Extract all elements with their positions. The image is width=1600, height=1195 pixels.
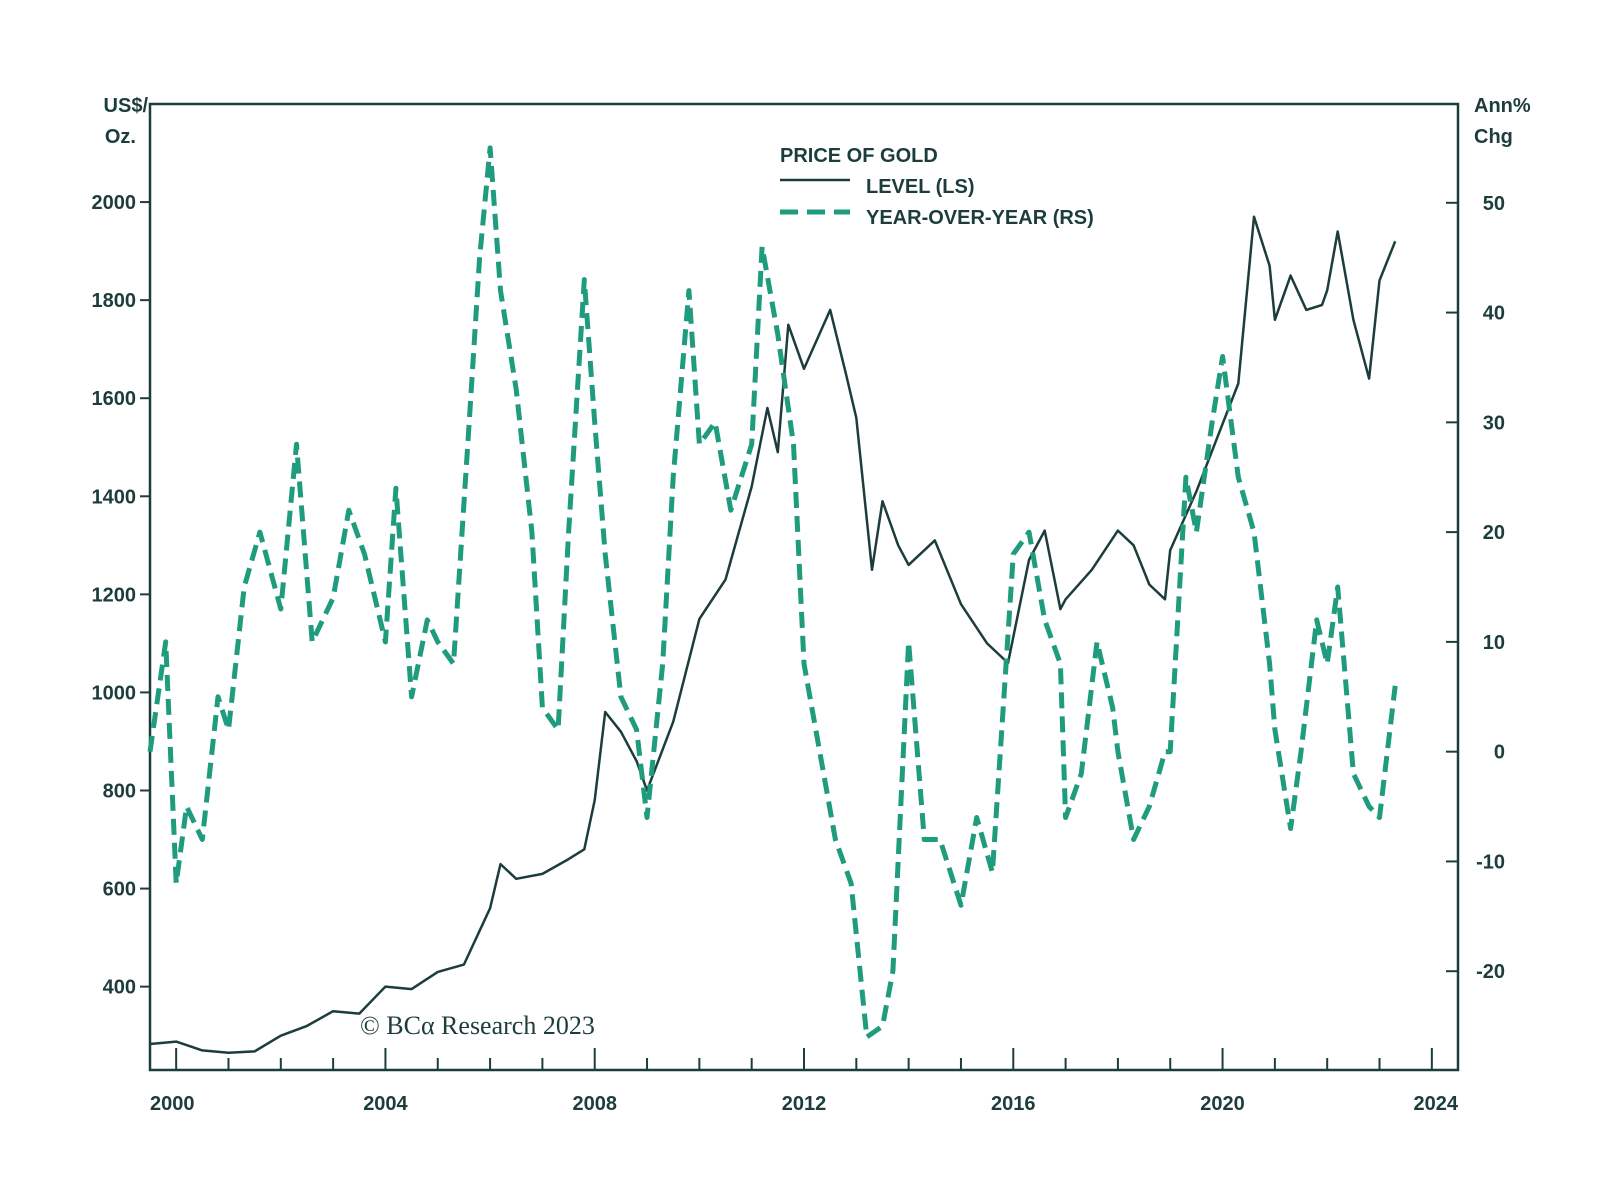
left-tick-label: 600 (103, 879, 136, 901)
left-tick-label: 1200 (92, 584, 137, 606)
left-tick-label: 1600 (92, 388, 137, 410)
left-tick-label: 1800 (92, 290, 137, 312)
legend-title: PRICE OF GOLD (780, 145, 938, 167)
x-tick-label: 2024 (1414, 1093, 1459, 1115)
right-axis-unit-line1: Ann% (1474, 95, 1531, 117)
x-axis: 2000 2004 2008 2012 2016 2020 2024 (150, 1048, 1459, 1115)
series-line-level (149, 215, 1397, 1055)
left-axis-unit-line2: Oz. (105, 126, 136, 148)
right-tick-label: 30 (1483, 412, 1505, 434)
legend-label-level: LEVEL (LS) (866, 176, 975, 198)
left-tick-label: 1400 (92, 486, 137, 508)
series-line-yoy (147, 145, 1398, 1040)
left-tick-label: 800 (103, 780, 136, 802)
right-tick-label: 50 (1483, 193, 1505, 215)
legend-label-yoy: YEAR-OVER-YEAR (RS) (866, 207, 1094, 229)
x-tick-label: 2012 (782, 1093, 827, 1115)
right-tick-label: 20 (1483, 522, 1505, 544)
right-tick-label: -10 (1476, 851, 1505, 873)
x-tick-label: 2004 (363, 1093, 408, 1115)
right-axis-unit-line2: Chg (1474, 126, 1513, 148)
x-tick-label: 2020 (1200, 1093, 1245, 1115)
x-tick-label: 2016 (991, 1093, 1036, 1115)
right-axis: -20 -10 0 10 20 30 40 50 (1446, 193, 1505, 983)
left-tick-label: 2000 (92, 192, 137, 214)
right-tick-label: -20 (1476, 961, 1505, 983)
right-tick-label: 0 (1494, 742, 1505, 764)
left-axis: 400 600 800 1000 1200 1400 1600 1800 2000 (92, 192, 150, 999)
left-tick-label: 400 (103, 977, 136, 999)
x-tick-label: 2000 (150, 1093, 195, 1115)
right-tick-label: 40 (1483, 303, 1505, 325)
right-tick-label: 10 (1483, 632, 1505, 654)
left-tick-label: 1000 (92, 682, 137, 704)
left-axis-unit-line1: US$/ (104, 95, 149, 117)
series-layer (147, 145, 1398, 1055)
copyright-notice: © BCα Research 2023 (360, 1011, 595, 1040)
legend: PRICE OF GOLD LEVEL (LS) YEAR-OVER-YEAR … (780, 145, 1094, 229)
x-tick-label: 2008 (572, 1093, 617, 1115)
